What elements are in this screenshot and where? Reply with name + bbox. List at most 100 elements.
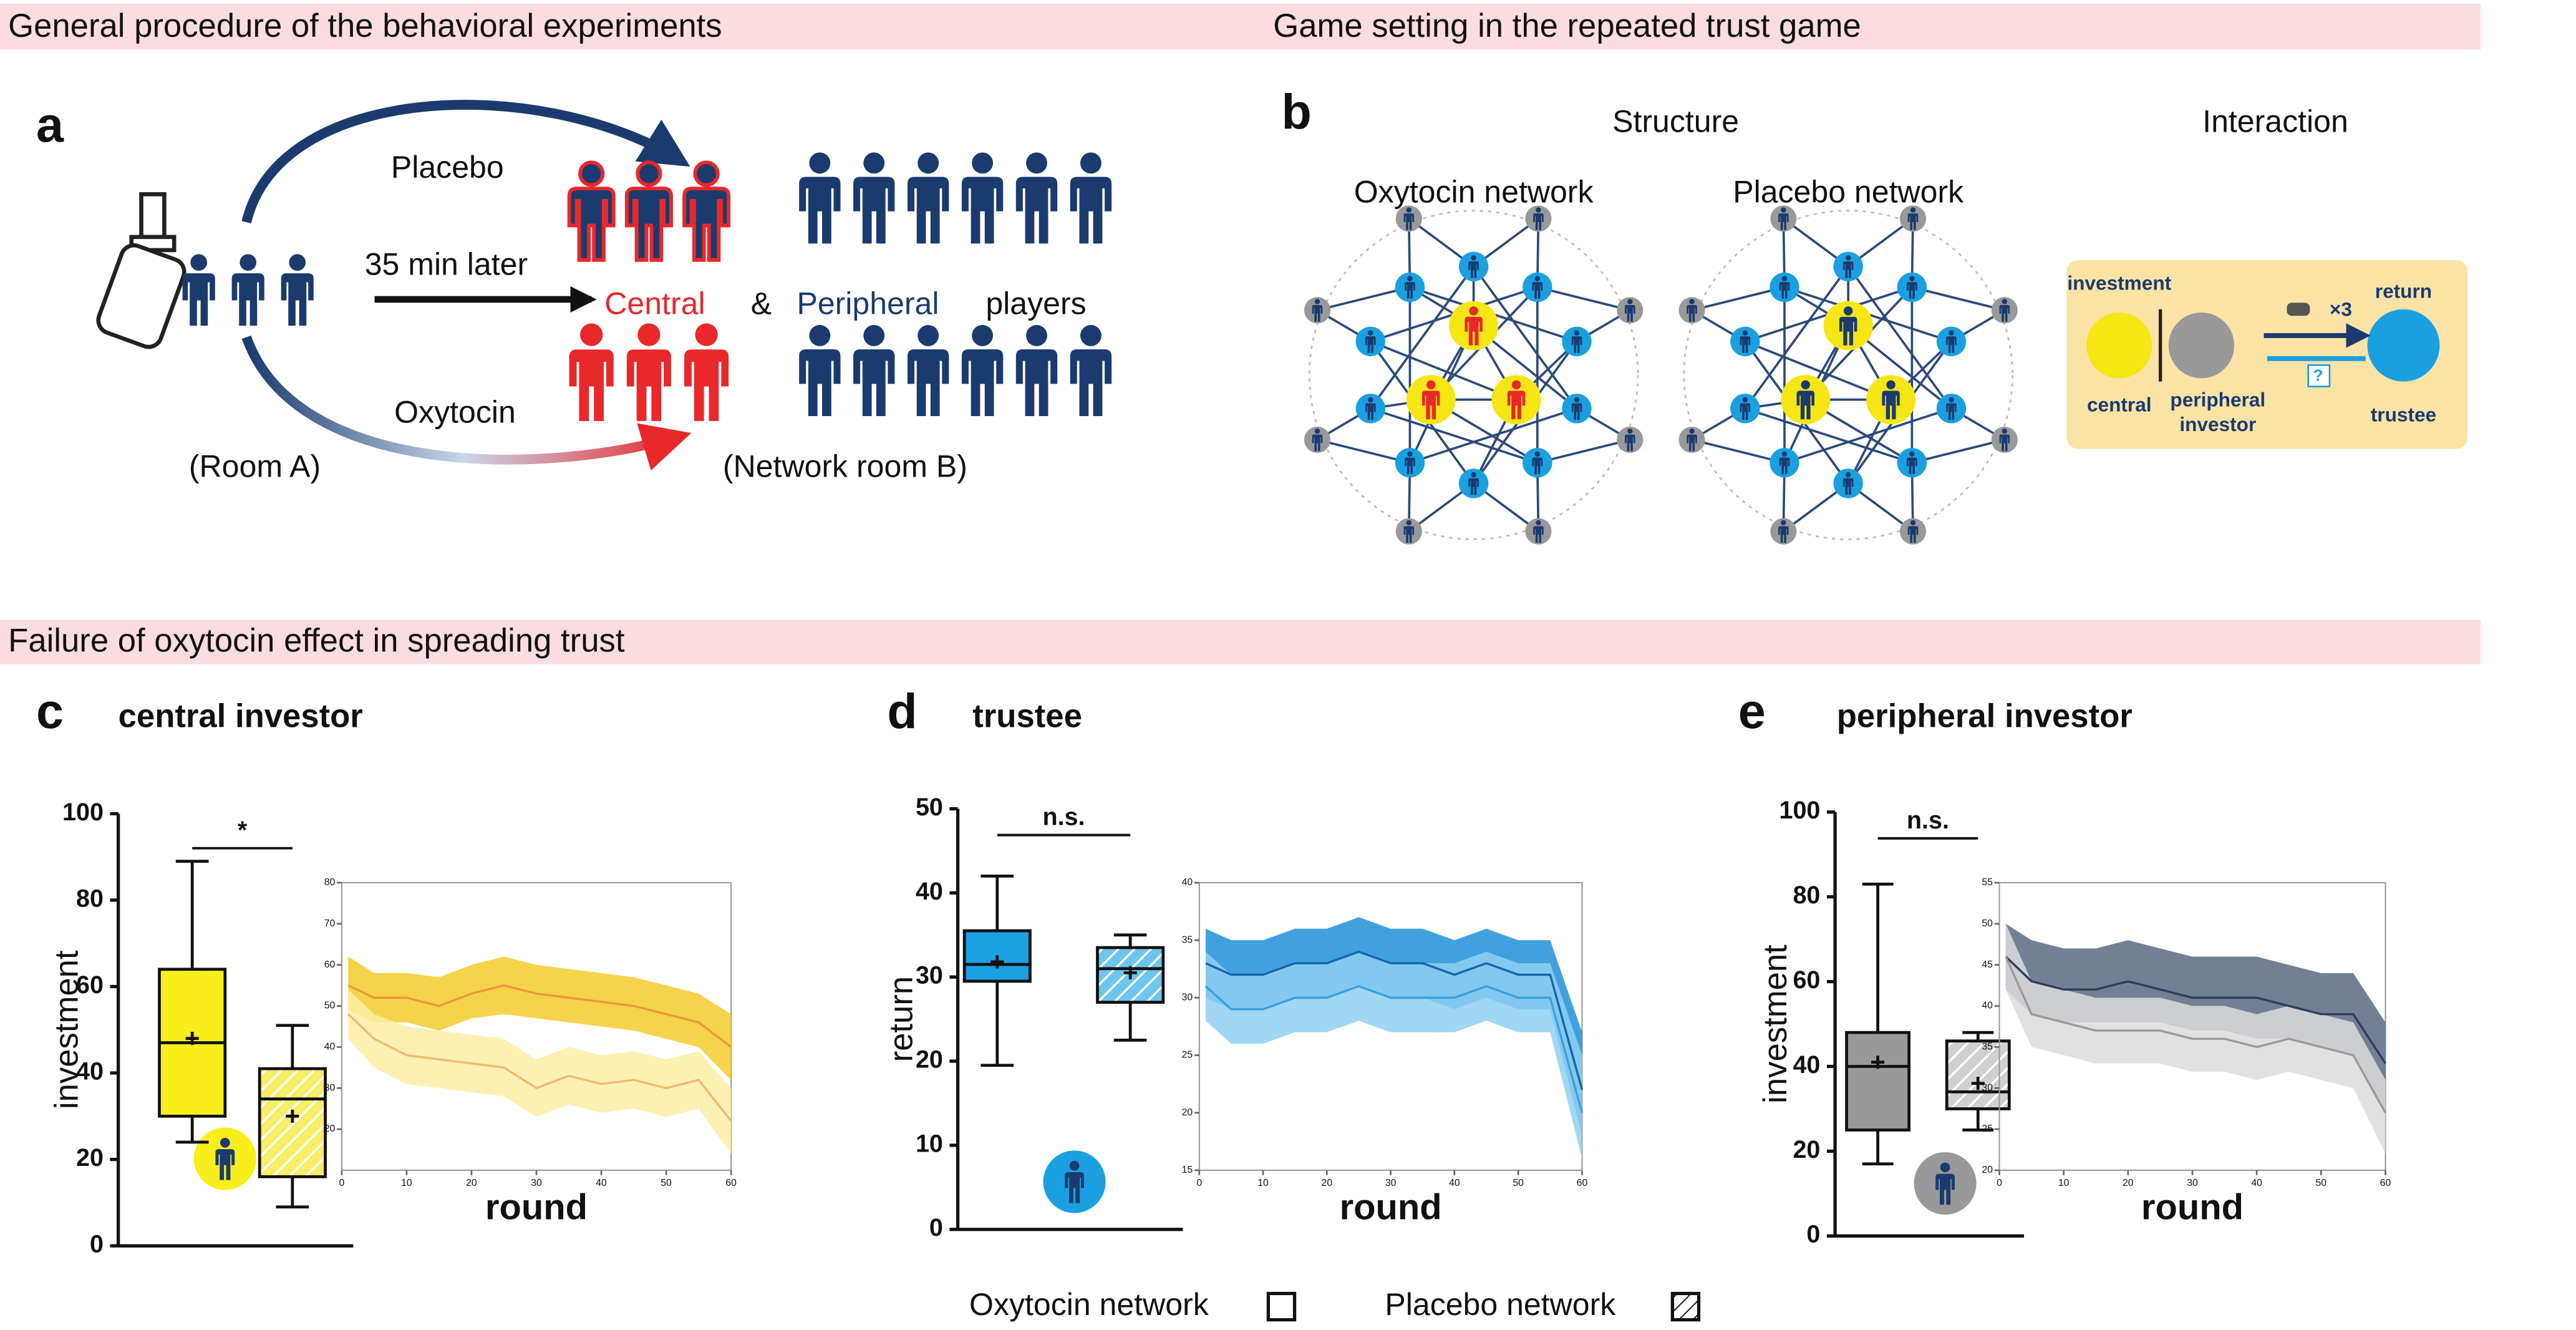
label: Peripheral <box>797 286 939 321</box>
mean-line <box>1205 950 1584 1090</box>
person-icon <box>569 162 614 260</box>
network-edge <box>1745 340 1892 401</box>
label: (Room A) <box>189 449 321 483</box>
mean-line <box>347 984 732 1048</box>
y-axis-label: return <box>883 976 920 1062</box>
y-tick-label: 60 <box>1793 966 1820 994</box>
box <box>1845 1031 1910 1132</box>
label: Placebo network <box>1733 175 1964 210</box>
panel-label: d <box>887 683 917 739</box>
y-tick-label: 80 <box>76 885 104 912</box>
person-icon <box>1070 152 1112 244</box>
person-icon <box>961 324 1004 416</box>
y-tick-label: 30 <box>324 1082 336 1093</box>
header-bar <box>0 619 2481 664</box>
x-tick-label: 20 <box>1322 1178 1333 1188</box>
y-tick-label: 0 <box>90 1231 104 1258</box>
network-edge <box>1744 266 1849 409</box>
person-icon <box>799 324 841 416</box>
legend-label: Oxytocin network <box>969 1287 1209 1322</box>
mean-marker <box>1871 1056 1885 1069</box>
mean-marker <box>1971 1077 1985 1090</box>
legend-label: Placebo network <box>1385 1287 1616 1322</box>
mean-marker <box>990 955 1004 969</box>
x-tick-label: 20 <box>466 1178 477 1188</box>
y-tick-label: 10 <box>916 1130 943 1157</box>
y-tick-label: 60 <box>324 959 336 970</box>
panel-title: trustee <box>972 698 1082 735</box>
y-tick-label: 20 <box>76 1144 104 1172</box>
y-tick-label: 35 <box>1182 934 1193 945</box>
x-axis-label: round <box>1340 1187 1442 1227</box>
person-icon <box>569 323 614 421</box>
label: (Network room B) <box>723 449 967 483</box>
y-tick-label: 0 <box>1806 1221 1820 1248</box>
y-tick-label: 15 <box>1182 1165 1193 1175</box>
header: General procedure of the behavioral expe… <box>8 7 722 44</box>
label: investment <box>2067 272 2171 294</box>
panel-label: a <box>36 97 64 152</box>
label: Oxytocin <box>394 395 516 430</box>
x-tick-label: 30 <box>2187 1178 2198 1188</box>
y-tick-label: 100 <box>62 798 104 826</box>
network-edge <box>1317 439 1410 464</box>
mean-marker <box>1123 966 1137 979</box>
y-tick-label: 20 <box>1182 1107 1193 1118</box>
mean-line <box>1204 985 1584 1114</box>
person-icon <box>627 162 671 260</box>
panel-title: central investor <box>119 698 363 735</box>
label: players <box>985 286 1086 321</box>
y-axis-label: investment <box>49 950 85 1109</box>
y-tick-label: 50 <box>1982 918 1993 929</box>
y-tick-label: 70 <box>324 918 336 929</box>
placebo-arrow <box>241 100 690 223</box>
bottle <box>96 192 186 349</box>
network-edge <box>1537 286 1630 312</box>
x-tick-label: 30 <box>531 1178 542 1188</box>
network-edge <box>1317 286 1410 312</box>
header: Failure of oxytocin effect in spreading … <box>8 622 625 659</box>
y-tick-label: 45 <box>1982 959 1993 970</box>
x-tick-label: 60 <box>2380 1178 2391 1188</box>
y-tick-label: 40 <box>76 1057 104 1085</box>
label: central <box>2087 394 2152 416</box>
label: Structure <box>1612 104 1739 138</box>
network-edge <box>1537 439 1630 464</box>
label: Interaction <box>2202 104 2348 138</box>
band <box>348 989 732 1154</box>
y-tick-label: 50 <box>916 794 943 821</box>
label: ×3 <box>2330 298 2352 321</box>
y-tick-label: 40 <box>324 1042 336 1052</box>
x-tick-label: 50 <box>661 1178 672 1188</box>
header: Game setting in the repeated trust game <box>1273 7 1861 44</box>
legend-swatch <box>1266 1291 1297 1322</box>
network-edge <box>1369 266 1475 409</box>
networks <box>1304 205 2018 545</box>
network-edge <box>1911 439 2005 464</box>
panel-title: peripheral investor <box>1837 698 2133 735</box>
network-edge <box>1370 340 1517 401</box>
x-tick-label: 50 <box>2316 1178 2327 1188</box>
band <box>1205 951 1582 1159</box>
person-icon <box>182 254 215 326</box>
panel-label: e <box>1738 683 1766 739</box>
y-tick-label: 55 <box>1982 877 1993 888</box>
person-icon <box>1070 324 1112 416</box>
legend-swatch <box>1670 1291 1701 1322</box>
label: & <box>751 286 772 321</box>
y-tick-label: 60 <box>76 971 104 999</box>
x-tick-label: 10 <box>401 1178 412 1188</box>
x-tick-label: 20 <box>2123 1178 2134 1188</box>
network-edge <box>1911 286 2005 312</box>
y-tick-label: 20 <box>324 1124 336 1134</box>
x-tick-label: 10 <box>2058 1178 2070 1188</box>
person-icon <box>799 152 841 244</box>
y-tick-label: 25 <box>1182 1050 1193 1061</box>
y-tick-label: 40 <box>1793 1051 1820 1079</box>
label: ? <box>2313 366 2323 385</box>
x-tick-label: 0 <box>339 1178 344 1188</box>
y-tick-label: 30 <box>1182 993 1193 1003</box>
network-edge <box>1473 266 1578 409</box>
